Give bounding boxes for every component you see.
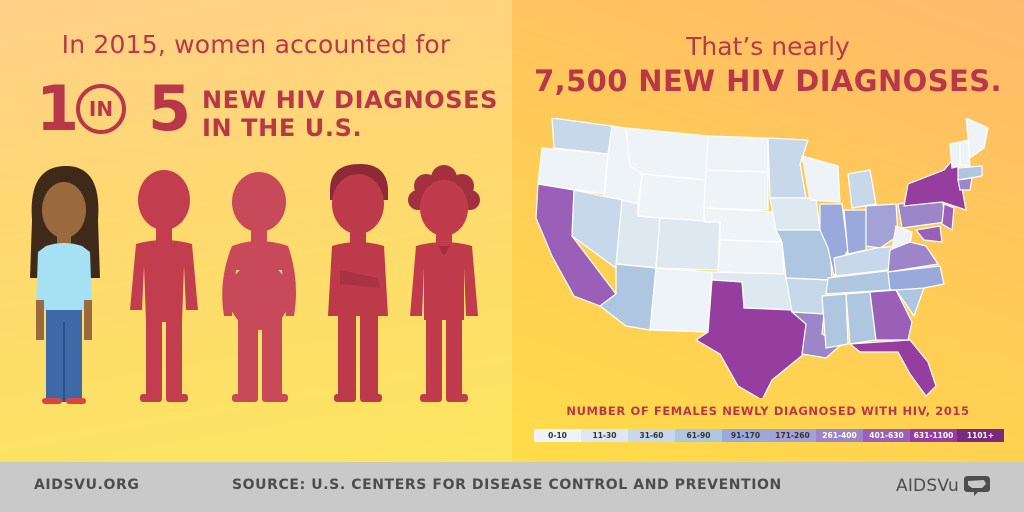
man-figure: [130, 170, 198, 402]
state-colorado: [655, 217, 721, 271]
legend-label: 11-30: [592, 431, 617, 440]
us-map-logo-icon: [963, 476, 990, 496]
people-figures: [30, 164, 480, 404]
us-states: [535, 118, 989, 398]
right-line1: That’s nearly: [686, 32, 850, 61]
state-massachusetts: [957, 165, 983, 181]
footer-bar: [0, 462, 1024, 512]
in-label: IN: [88, 97, 114, 121]
state-new-york: [903, 154, 967, 211]
state-north-carolina: [887, 265, 945, 291]
state-south-carolina: [894, 287, 925, 318]
new-hiv-line2: IN THE U.S.: [202, 114, 363, 142]
legend-item: 171-260: [769, 429, 816, 442]
man-figure: [408, 165, 480, 402]
state-north-dakota: [705, 135, 769, 173]
map-legend: 0-10 11-30 31-60 61-90 91-170 171-260 26…: [534, 429, 1004, 442]
state-iowa: [769, 197, 821, 231]
state-montana: [625, 127, 709, 181]
legend-item: 1101+: [957, 429, 1004, 442]
state-wisconsin: [801, 155, 841, 203]
legend-item: 11-30: [581, 429, 628, 442]
state-wyoming: [637, 173, 707, 223]
state-michigan: [847, 169, 877, 209]
right-line2: 7,500 NEW HIV DIAGNOSES.: [534, 64, 1002, 98]
state-minnesota: [767, 137, 809, 199]
legend-label: 0-10: [548, 431, 567, 440]
legend-title: NUMBER OF FEMALES NEWLY DIAGNOSED WITH H…: [566, 404, 970, 418]
state-new-mexico: [649, 267, 713, 333]
aidsvu-logo[interactable]: AIDSVu: [896, 475, 992, 497]
state-connecticut: [957, 177, 973, 191]
legend-label: 171-260: [775, 431, 810, 440]
state-kansas: [717, 239, 785, 275]
in-circle: IN: [76, 84, 126, 134]
legend-label: 31-60: [639, 431, 664, 440]
number-one: 1: [36, 72, 80, 145]
legend-item: 91-170: [722, 429, 769, 442]
woman-figure: [30, 166, 100, 404]
legend-item: 0-10: [534, 429, 581, 442]
state-florida: [848, 339, 937, 397]
source-text: SOURCE: U.S. CENTERS FOR DISEASE CONTROL…: [232, 477, 782, 493]
logo-text: AIDSVu: [896, 476, 959, 496]
legend-label: 401-630: [869, 431, 904, 440]
state-mississippi: [821, 293, 849, 349]
state-new-jersey: [941, 203, 955, 232]
state-texas: [694, 279, 807, 398]
man-figure: [222, 172, 296, 402]
legend-item: 61-90: [675, 429, 722, 442]
legend-label: 261-400: [822, 431, 857, 440]
man-figure: [328, 164, 388, 402]
state-new-hampshire: [959, 139, 971, 167]
state-ohio: [865, 203, 899, 249]
state-south-dakota: [703, 169, 769, 211]
state-virginia: [887, 241, 940, 273]
legend-label: 631-1100: [913, 431, 954, 440]
state-washington: [551, 118, 613, 155]
state-maryland: [914, 225, 943, 243]
legend-item: 401-630: [863, 429, 910, 442]
legend-label: 1101+: [966, 431, 995, 440]
us-map: [535, 118, 989, 398]
state-indiana: [843, 209, 867, 255]
legend-label: 91-170: [730, 431, 761, 440]
legend-item: 31-60: [628, 429, 675, 442]
new-hiv-line1: NEW HIV DIAGNOSES: [202, 86, 499, 114]
number-five: 5: [148, 72, 192, 145]
legend-label: 61-90: [686, 431, 711, 440]
site-link[interactable]: AIDSVU.ORG: [34, 477, 140, 493]
state-vermont: [949, 141, 961, 169]
legend-item: 631-1100: [910, 429, 957, 442]
legend-item: 261-400: [816, 429, 863, 442]
headline: In 2015, women accounted for: [61, 30, 451, 59]
state-maine: [965, 118, 989, 160]
